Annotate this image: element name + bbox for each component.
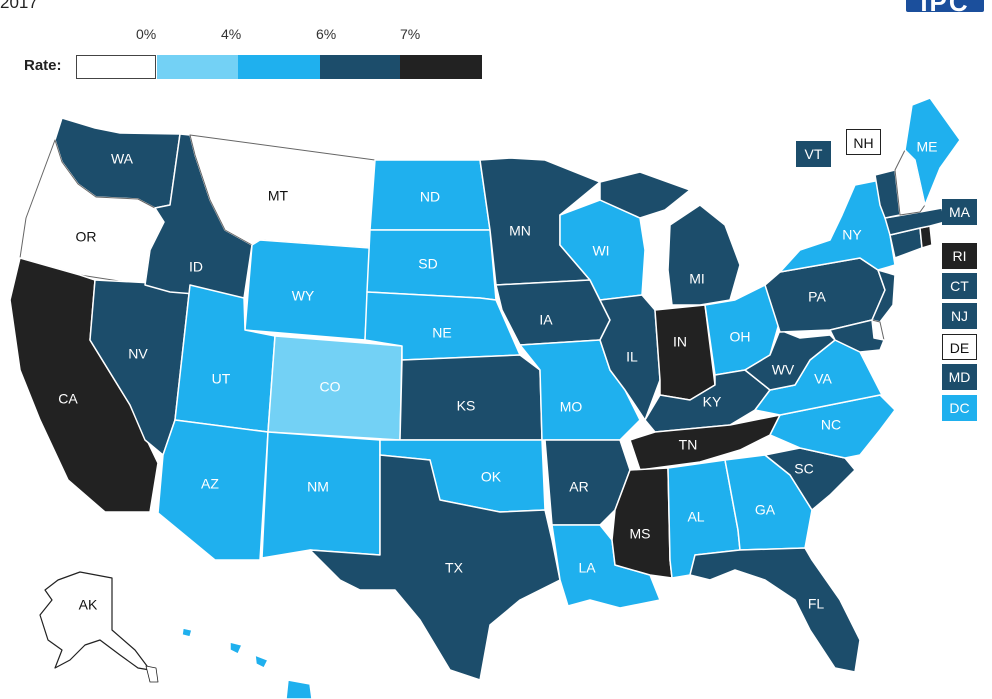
state-label-sd: SD (418, 256, 437, 272)
state-label-wa: WA (111, 151, 134, 167)
state-label-in: IN (673, 334, 687, 350)
state-label-mn: MN (509, 223, 531, 239)
state-label-co: CO (320, 379, 341, 395)
legend-swatch-3 (320, 55, 400, 79)
state-label-wi: WI (592, 243, 609, 259)
state-label-ca: CA (58, 391, 78, 407)
legend-tick-2: 6% (316, 26, 337, 42)
state-label-la: LA (578, 560, 596, 576)
state-label-ky: KY (703, 394, 722, 410)
state-label-al: AL (687, 509, 704, 525)
state-label-me: ME (917, 139, 938, 155)
state-il[interactable] (599, 294, 661, 421)
state-label-pa: PA (808, 289, 826, 305)
state-label-tx: TX (445, 560, 464, 576)
callout-nh[interactable]: NH (846, 129, 881, 155)
legend-tick-0: 0% (136, 26, 157, 42)
callout-ma[interactable]: MA (942, 199, 977, 225)
state-label-mi: MI (689, 271, 705, 287)
state-nm[interactable] (261, 431, 381, 559)
state-label-ks: KS (457, 398, 476, 414)
state-label-ga: GA (755, 502, 776, 518)
state-label-mt: MT (268, 188, 289, 204)
state-label-nm: NM (307, 479, 329, 495)
state-label-id: ID (189, 259, 203, 275)
legend-label: Rate: (24, 57, 62, 74)
state-hi-2[interactable] (229, 641, 243, 655)
state-label-ak: AK (79, 597, 98, 613)
state-label-ut: UT (212, 371, 231, 387)
state-ak[interactable] (39, 571, 151, 671)
state-label-ny: NY (842, 227, 862, 243)
legend-swatch-2 (238, 55, 320, 79)
state-label-ok: OK (481, 469, 502, 485)
state-vt[interactable] (874, 169, 901, 219)
callout-md[interactable]: MD (942, 364, 977, 390)
state-hi-3[interactable] (254, 654, 269, 669)
state-label-wv: WV (772, 362, 795, 378)
state-label-ia: IA (539, 312, 553, 328)
state-ri[interactable] (919, 225, 933, 249)
state-me[interactable] (904, 97, 961, 206)
state-label-ms: MS (630, 526, 651, 542)
legend-swatch-0 (76, 55, 156, 79)
callout-nj[interactable]: NJ (942, 303, 977, 329)
state-label-nc: NC (821, 417, 841, 433)
state-mi-upper[interactable] (599, 171, 691, 219)
callout-dc[interactable]: DC (942, 395, 977, 421)
state-label-oh: OH (730, 329, 751, 345)
legend-swatch-1 (157, 55, 238, 79)
legend-tick-1: 4% (221, 26, 242, 42)
state-label-va: VA (814, 371, 832, 387)
state-la[interactable] (551, 524, 661, 609)
state-tx[interactable] (309, 454, 561, 681)
state-ak-tip[interactable] (145, 665, 159, 683)
state-label-nv: NV (128, 346, 148, 362)
state-ia[interactable] (495, 279, 611, 346)
state-label-wy: WY (292, 288, 315, 304)
callout-ct[interactable]: CT (942, 273, 977, 299)
state-label-ne: NE (432, 325, 451, 341)
state-wy[interactable] (244, 239, 371, 341)
year-label: 2017 (0, 0, 38, 12)
callout-vt[interactable]: VT (796, 141, 831, 167)
callout-de[interactable]: DE (942, 334, 977, 360)
state-hi-1[interactable] (181, 627, 193, 638)
state-label-or: OR (76, 229, 97, 245)
state-in[interactable] (654, 304, 716, 401)
state-md[interactable] (829, 319, 885, 353)
state-label-mo: MO (560, 399, 583, 415)
state-label-ar: AR (569, 479, 588, 495)
state-fl[interactable] (689, 547, 861, 673)
callout-ri[interactable]: RI (942, 243, 977, 269)
state-label-az: AZ (201, 476, 219, 492)
state-label-fl: FL (808, 596, 825, 612)
state-ma[interactable] (884, 207, 946, 236)
state-hi-4[interactable] (285, 679, 313, 699)
state-label-nd: ND (420, 189, 440, 205)
legend-tick-3: 7% (400, 26, 421, 42)
state-label-il: IL (626, 349, 638, 365)
state-mi[interactable] (667, 204, 741, 306)
state-label-tn: TN (679, 437, 698, 453)
legend-swatch-4 (400, 55, 482, 79)
state-wv[interactable] (744, 329, 836, 391)
state-label-sc: SC (794, 461, 813, 477)
